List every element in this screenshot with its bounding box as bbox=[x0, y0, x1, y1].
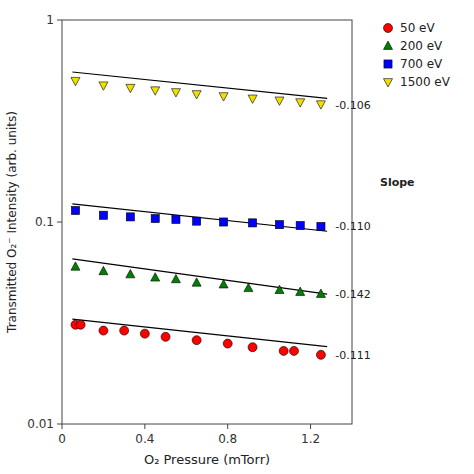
data-point bbox=[248, 343, 257, 352]
data-point bbox=[220, 218, 228, 226]
background bbox=[0, 0, 474, 474]
legend-marker bbox=[384, 41, 393, 49]
legend-marker bbox=[384, 79, 393, 87]
data-point bbox=[151, 215, 159, 223]
data-point bbox=[171, 274, 180, 282]
y-tick-label: 1 bbox=[46, 13, 54, 27]
legend-marker bbox=[384, 60, 392, 68]
data-point bbox=[279, 346, 288, 355]
data-point bbox=[296, 222, 304, 230]
legend-label: 200 eV bbox=[400, 39, 443, 53]
data-point bbox=[99, 326, 108, 335]
data-point bbox=[193, 217, 201, 225]
x-axis-label: O₂ Pressure (mTorr) bbox=[144, 452, 270, 467]
legend: 50 eV 200 eV 700 eV 1500 eV bbox=[384, 21, 451, 89]
data-point bbox=[219, 280, 228, 288]
data-point bbox=[316, 101, 325, 109]
y-axis-label: Transmitted O₂⁻ Intensity (arb. units) bbox=[5, 111, 19, 334]
fit-line bbox=[72, 72, 327, 98]
annotation: -0.111 bbox=[335, 349, 370, 362]
y-tick bbox=[57, 20, 62, 21]
legend-label: 50 eV bbox=[400, 21, 435, 35]
legend-marker bbox=[384, 24, 393, 33]
data-point bbox=[316, 350, 325, 359]
y-tick bbox=[57, 424, 62, 425]
fit-line bbox=[72, 319, 327, 347]
x-tick-label: 1.2 bbox=[301, 432, 320, 446]
data-point bbox=[296, 287, 305, 295]
data-point bbox=[140, 329, 149, 338]
legend-label: 1500 eV bbox=[400, 75, 451, 89]
data-point bbox=[317, 222, 325, 230]
x-tick bbox=[310, 424, 311, 429]
data-point bbox=[161, 332, 170, 341]
data-point bbox=[248, 95, 257, 103]
data-point bbox=[126, 213, 134, 221]
fit-line bbox=[72, 259, 327, 294]
data-point bbox=[151, 87, 160, 95]
annotation-header: Slope bbox=[380, 176, 415, 189]
x-tick-label: 0 bbox=[58, 432, 66, 446]
data-point bbox=[275, 97, 284, 105]
data-point bbox=[290, 346, 299, 355]
data-point bbox=[126, 269, 135, 277]
plot-area bbox=[71, 72, 327, 359]
y-tick-label: 0.01 bbox=[27, 417, 54, 431]
plot-frame bbox=[62, 20, 352, 424]
data-point bbox=[71, 77, 80, 85]
x-tick-label: 0.4 bbox=[135, 432, 154, 446]
data-point bbox=[71, 262, 80, 270]
data-point bbox=[172, 215, 180, 223]
data-point bbox=[192, 336, 201, 345]
data-point bbox=[151, 273, 160, 281]
data-point bbox=[99, 211, 107, 219]
data-point bbox=[192, 91, 201, 99]
data-point bbox=[99, 82, 108, 90]
data-point bbox=[126, 84, 135, 92]
data-point bbox=[192, 278, 201, 286]
data-point bbox=[249, 219, 257, 227]
data-point bbox=[71, 206, 79, 214]
annotation: -0.110 bbox=[335, 220, 370, 233]
data-point bbox=[76, 320, 85, 329]
x-tick bbox=[144, 424, 145, 429]
data-point bbox=[275, 221, 283, 229]
annotation: -0.142 bbox=[335, 288, 370, 301]
data-point bbox=[244, 283, 253, 291]
data-point bbox=[171, 89, 180, 97]
data-point bbox=[296, 99, 305, 107]
x-tick bbox=[227, 424, 228, 429]
data-point bbox=[99, 266, 108, 274]
data-point bbox=[275, 285, 284, 293]
data-point bbox=[223, 339, 232, 348]
y-tick bbox=[57, 222, 62, 223]
y-tick-label: 0.1 bbox=[35, 215, 54, 229]
data-point bbox=[120, 326, 129, 335]
legend-label: 700 eV bbox=[400, 57, 443, 71]
annotation: -0.106 bbox=[335, 99, 370, 112]
fit-line bbox=[72, 204, 327, 231]
x-tick-label: 0.8 bbox=[218, 432, 237, 446]
x-tick bbox=[62, 424, 63, 429]
data-point bbox=[219, 93, 228, 101]
data-point bbox=[316, 289, 325, 297]
